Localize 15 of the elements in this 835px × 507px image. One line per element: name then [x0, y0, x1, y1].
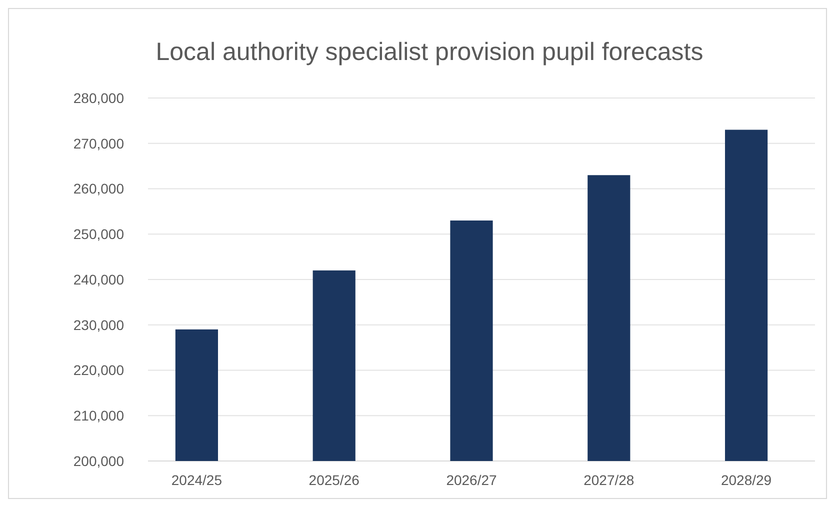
y-tick-label: 200,000: [73, 452, 124, 469]
y-tick-label: 230,000: [73, 316, 124, 333]
x-tick-label: 2028/29: [720, 472, 772, 488]
y-tick-label: 250,000: [73, 226, 124, 242]
y-tick-label: 240,000: [73, 271, 124, 288]
y-tick-label: 260,000: [73, 180, 124, 197]
y-tick-label: 270,000: [73, 135, 124, 152]
x-tick-label: 2025/26: [308, 472, 360, 488]
x-tick-label: 2026/27: [446, 472, 498, 488]
chart-title: Local authority specialist provision pupil forecasts: [156, 38, 704, 66]
x-tick-label: 2027/28: [584, 472, 634, 488]
y-tick-label: 220,000: [73, 362, 124, 378]
y-tick-label: 210,000: [73, 408, 124, 424]
y-tick-label: 280,000: [73, 90, 124, 106]
x-tick-label: 2024/25: [171, 472, 222, 488]
